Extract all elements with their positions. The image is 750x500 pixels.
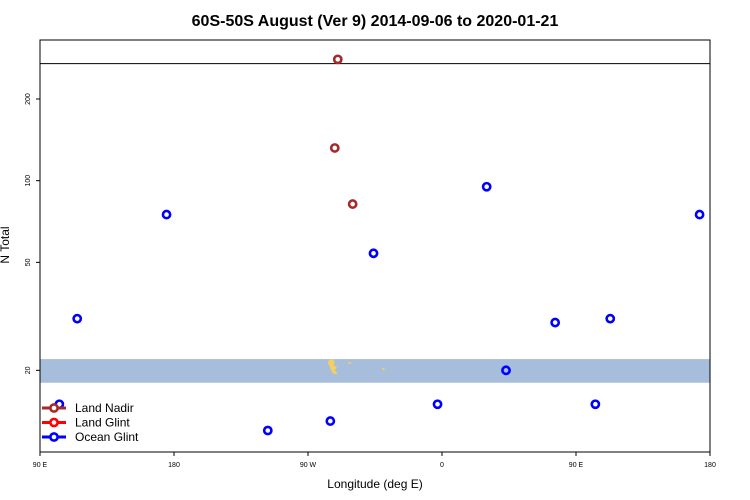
point-ocean-glint	[262, 425, 273, 436]
point-ocean-glint	[432, 399, 443, 410]
point-ocean-glint	[501, 365, 511, 376]
x-tick-label: 0	[440, 462, 444, 469]
land-mass	[348, 362, 352, 364]
y-tick-label: 50	[25, 258, 32, 266]
x-tick-label: 180	[704, 462, 716, 469]
point-ocean-glint	[590, 399, 601, 410]
point-ocean-glint	[161, 209, 172, 220]
y-axis-ticks: 20 50 100 200	[25, 93, 40, 374]
x-axis-label: Longitude (deg E)	[327, 477, 422, 491]
legend-label: Land Nadir	[75, 401, 134, 415]
x-tick-label: 90 E	[569, 462, 584, 469]
y-tick-label: 200	[25, 93, 32, 105]
legend-label: Ocean Glint	[75, 430, 139, 444]
point-ocean-glint	[325, 416, 336, 426]
point-ocean-glint	[694, 209, 705, 220]
point-ocean-glint	[368, 248, 379, 259]
point-land-nadir	[332, 54, 343, 65]
legend-marker	[49, 417, 59, 428]
y-tick-label: 100	[25, 175, 32, 187]
point-ocean-glint	[550, 317, 561, 328]
legend-marker	[49, 403, 59, 413]
point-land-nadir	[347, 199, 358, 209]
point-ocean-glint	[72, 313, 83, 324]
x-axis-ticks: 90 E 180 90 W 0 90 E 180	[33, 452, 716, 469]
x-tick-label: 90 E	[33, 462, 48, 469]
legend-marker	[49, 432, 59, 442]
land-mass	[382, 368, 385, 371]
x-tick-label: 90 W	[300, 462, 317, 469]
point-land-nadir	[329, 143, 340, 153]
point-ocean-glint	[605, 313, 616, 324]
plot-frame	[39, 39, 711, 453]
land-band	[40, 359, 710, 383]
plot-background	[40, 359, 710, 383]
chart-title: 60S-50S August (Ver 9) 2014-09-06 to 202…	[192, 13, 559, 30]
data-points	[54, 54, 705, 436]
x-tick-label: 180	[168, 462, 180, 469]
y-tick-label: 20	[25, 366, 32, 374]
land-mass	[327, 359, 338, 375]
point-ocean-glint	[481, 181, 492, 192]
legend-label: Land Glint	[75, 416, 130, 430]
y-axis-label: N Total	[0, 226, 12, 263]
